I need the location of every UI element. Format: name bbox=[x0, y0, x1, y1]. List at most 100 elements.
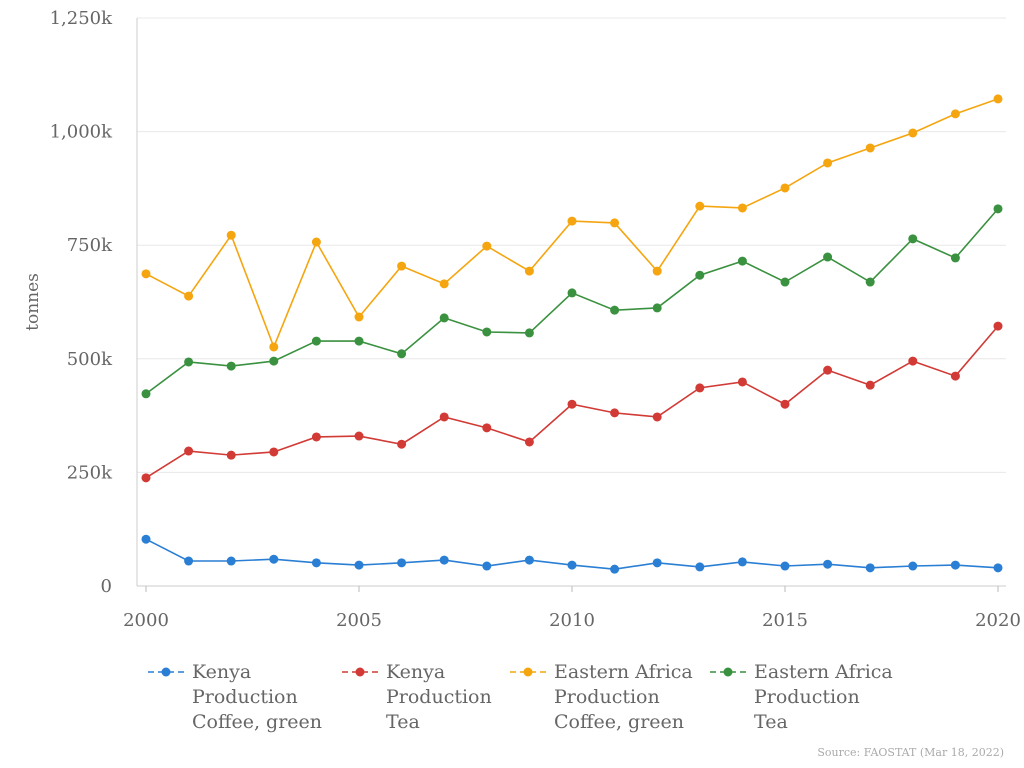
legend-label: Kenya Production Coffee, green bbox=[192, 661, 323, 733]
legend-item[interactable]: Kenya Production Coffee, green bbox=[148, 660, 322, 735]
data-point bbox=[950, 109, 960, 119]
data-point bbox=[737, 557, 747, 567]
y-tick-label: 1,250k bbox=[50, 8, 114, 29]
legend-item[interactable]: Kenya Production Tea bbox=[342, 660, 492, 735]
data-point bbox=[524, 266, 534, 276]
data-point bbox=[141, 389, 151, 399]
y-tick-label: 0 bbox=[101, 576, 112, 597]
data-point bbox=[950, 253, 960, 263]
data-point bbox=[780, 399, 790, 409]
x-tick-label: 2015 bbox=[762, 610, 808, 631]
data-point bbox=[610, 564, 620, 574]
data-point bbox=[269, 447, 279, 457]
data-point bbox=[524, 437, 534, 447]
data-point bbox=[397, 261, 407, 271]
data-point bbox=[950, 560, 960, 570]
legend-marker-icon bbox=[510, 667, 546, 677]
data-point bbox=[737, 256, 747, 266]
x-tick-label: 2005 bbox=[336, 610, 382, 631]
legend-item[interactable]: Eastern Africa Production Tea bbox=[710, 660, 893, 735]
data-point bbox=[439, 555, 449, 565]
legend-label: Eastern Africa Production Tea bbox=[754, 661, 893, 733]
legend-marker-icon bbox=[148, 667, 184, 677]
data-point bbox=[439, 412, 449, 422]
data-point bbox=[652, 303, 662, 313]
data-point bbox=[226, 450, 236, 460]
data-point bbox=[226, 556, 236, 566]
data-point bbox=[993, 321, 1003, 331]
data-point bbox=[311, 432, 321, 442]
x-tick-label: 2000 bbox=[123, 610, 169, 631]
legend-marker-icon bbox=[710, 667, 746, 677]
data-point bbox=[311, 237, 321, 247]
y-tick-label: 750k bbox=[67, 235, 113, 256]
data-point bbox=[823, 559, 833, 569]
data-point bbox=[354, 431, 364, 441]
data-point bbox=[269, 342, 279, 352]
data-point bbox=[865, 277, 875, 287]
data-point bbox=[610, 305, 620, 315]
data-point bbox=[993, 563, 1003, 573]
data-point bbox=[397, 439, 407, 449]
data-point bbox=[865, 563, 875, 573]
data-point bbox=[908, 561, 918, 571]
y-tick-label: 1,000k bbox=[50, 122, 114, 143]
data-point bbox=[652, 412, 662, 422]
data-point bbox=[184, 357, 194, 367]
data-point bbox=[439, 279, 449, 289]
data-point bbox=[780, 183, 790, 193]
y-tick-label: 500k bbox=[67, 349, 113, 370]
data-point bbox=[354, 312, 364, 322]
data-point bbox=[567, 216, 577, 226]
data-point bbox=[567, 288, 577, 298]
legend-label: Kenya Production Tea bbox=[386, 661, 492, 733]
data-point bbox=[439, 313, 449, 323]
data-point bbox=[226, 230, 236, 240]
data-point bbox=[184, 556, 194, 566]
data-point bbox=[780, 561, 790, 571]
data-point bbox=[823, 158, 833, 168]
data-point bbox=[993, 204, 1003, 214]
data-point bbox=[823, 252, 833, 262]
y-tick-label: 250k bbox=[67, 462, 113, 483]
data-point bbox=[695, 201, 705, 211]
data-point bbox=[695, 562, 705, 572]
data-point bbox=[908, 234, 918, 244]
data-point bbox=[695, 270, 705, 280]
data-point bbox=[354, 560, 364, 570]
source-note: Source: FAOSTAT (Mar 18, 2022) bbox=[817, 746, 1004, 759]
x-tick-label: 2010 bbox=[549, 610, 595, 631]
data-point bbox=[482, 241, 492, 251]
data-point bbox=[354, 336, 364, 346]
data-point bbox=[865, 143, 875, 153]
data-point bbox=[524, 555, 534, 565]
data-point bbox=[652, 266, 662, 276]
data-point bbox=[652, 558, 662, 568]
data-point bbox=[610, 408, 620, 418]
data-point bbox=[865, 380, 875, 390]
series-line bbox=[145, 208, 999, 395]
data-point bbox=[524, 328, 534, 338]
legend-marker-icon bbox=[342, 667, 378, 677]
data-point bbox=[141, 269, 151, 279]
legend-item[interactable]: Eastern Africa Production Coffee, green bbox=[510, 660, 693, 735]
data-point bbox=[567, 560, 577, 570]
data-point bbox=[823, 365, 833, 375]
data-point bbox=[311, 558, 321, 568]
data-point bbox=[908, 128, 918, 138]
data-point bbox=[695, 383, 705, 393]
data-point bbox=[482, 561, 492, 571]
data-point bbox=[226, 361, 236, 371]
data-point bbox=[610, 218, 620, 228]
data-point bbox=[141, 534, 151, 544]
data-point bbox=[737, 203, 747, 213]
data-point bbox=[950, 371, 960, 381]
data-point bbox=[269, 356, 279, 366]
data-point bbox=[184, 446, 194, 456]
x-tick-label: 2020 bbox=[975, 610, 1021, 631]
data-point bbox=[737, 377, 747, 387]
data-point bbox=[397, 558, 407, 568]
data-point bbox=[482, 423, 492, 433]
data-point bbox=[311, 336, 321, 346]
